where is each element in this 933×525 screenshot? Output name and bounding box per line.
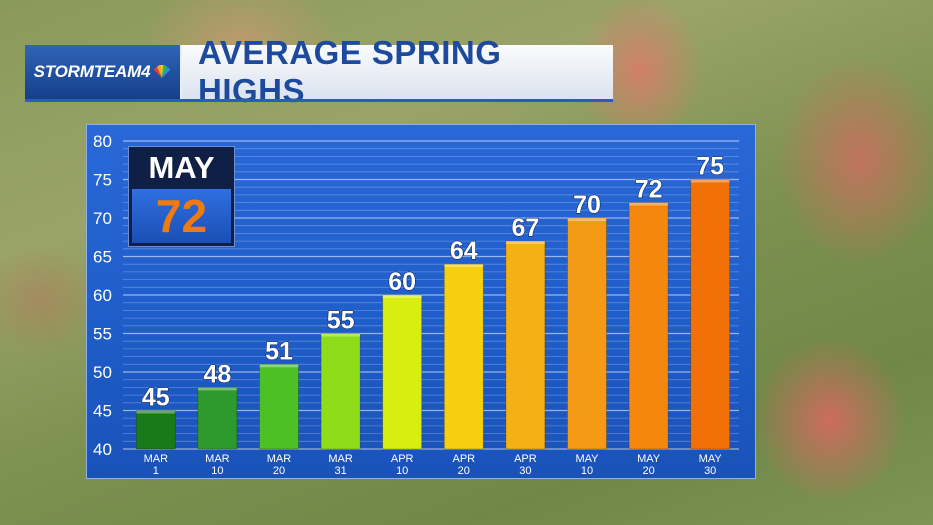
stormteam4-logo: STORMTEAM4 [25, 45, 182, 99]
bar-value-label: 51 [265, 337, 293, 365]
title-underline [25, 99, 613, 102]
bar-highlight [505, 241, 545, 245]
bar-highlight [136, 410, 176, 414]
x-tick-label-month: MAR [205, 453, 230, 465]
x-tick-label-month: MAR [328, 453, 353, 465]
x-tick-label-month: APR [391, 453, 414, 465]
bar-value-label: 48 [203, 360, 231, 388]
bar-value-label: 75 [696, 153, 724, 181]
bar-highlight [444, 264, 484, 268]
bar-value-label: 45 [142, 384, 170, 412]
x-tick-label-day: 1 [153, 465, 159, 477]
bar [690, 179, 731, 450]
bar [135, 410, 176, 450]
peacock-icon [154, 65, 171, 78]
x-tick-label-day: 10 [211, 465, 223, 477]
x-tick-label-month: MAR [144, 453, 169, 465]
y-tick-label: 75 [93, 171, 112, 190]
x-tick-label-day: 10 [581, 465, 593, 477]
bar [567, 217, 607, 450]
bar-value-label: 70 [573, 191, 601, 219]
bar-highlight [629, 202, 669, 206]
bar-highlight [382, 295, 422, 298]
callout-value: 72 [132, 189, 231, 243]
title-bar: STORMTEAM4 AVERAGE SPRING HIGHS [25, 34, 613, 109]
bar-value-label: 64 [450, 237, 478, 265]
x-tick-label-day: 30 [519, 465, 531, 477]
bar [505, 240, 546, 450]
x-tick-label-day: 20 [642, 465, 654, 477]
bar-highlight [197, 387, 237, 391]
y-tick-label: 80 [93, 132, 112, 151]
y-tick-label: 50 [93, 363, 112, 382]
x-tick-label-month: MAY [575, 453, 599, 465]
x-tick-label-month: APR [514, 453, 537, 465]
x-tick-label-month: APR [452, 453, 475, 465]
bar [320, 333, 361, 450]
bar [259, 363, 299, 450]
bar [197, 386, 238, 450]
y-tick-label: 40 [93, 440, 112, 459]
bar-highlight [321, 333, 361, 337]
y-tick-label: 65 [93, 248, 112, 267]
chart-title-box: AVERAGE SPRING HIGHS [182, 34, 613, 109]
y-tick-label: 45 [93, 402, 112, 421]
logo-text: STORMTEAM4 [33, 62, 151, 81]
x-tick-label-month: MAR [267, 453, 292, 465]
y-axis-ticks: 40 45 50 55 60 65 70 75 80 [93, 132, 112, 459]
bar [382, 294, 423, 450]
x-tick-label-month: MAY [699, 453, 723, 465]
bars [135, 179, 731, 450]
x-tick-label-day: 20 [273, 465, 285, 477]
x-tick-label-day: 31 [334, 465, 346, 477]
bar-value-label: 67 [511, 214, 539, 242]
bar-highlight [690, 179, 730, 183]
bar-value-label: 55 [327, 307, 355, 335]
x-axis-labels: MAR1MAR10MAR20MAR31APR10APR20APR30MAY10M… [144, 453, 723, 477]
value-labels: 45 48 51 55 60 64 67 70 72 75 [141, 152, 725, 412]
bar [628, 202, 669, 450]
y-tick-label: 70 [93, 209, 112, 228]
y-tick-label: 60 [93, 286, 112, 305]
x-tick-label-day: 20 [458, 465, 470, 477]
bar-value-label: 72 [635, 176, 663, 204]
bar-highlight [259, 364, 299, 368]
bar-value-label: 60 [388, 268, 416, 296]
bar [443, 263, 484, 450]
chart-title: AVERAGE SPRING HIGHS [198, 34, 502, 109]
x-tick-label-day: 30 [704, 465, 716, 477]
y-tick-label: 55 [93, 325, 112, 344]
highlight-callout: MAY 19 72 [128, 146, 235, 247]
bar-highlight [567, 218, 607, 221]
x-tick-label-month: MAY [637, 453, 661, 465]
x-tick-label-day: 10 [396, 465, 408, 477]
